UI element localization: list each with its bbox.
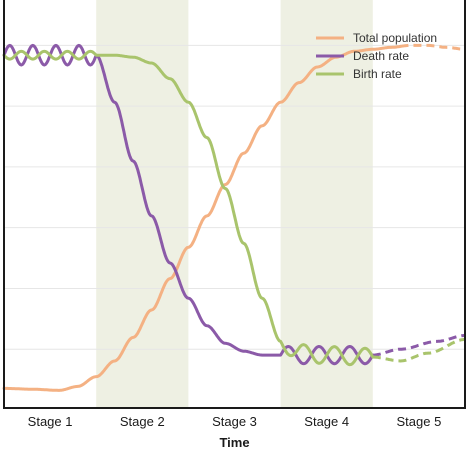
axes — [3, 0, 466, 409]
grid-lines — [4, 44, 465, 350]
legend: Total population Death rate Birth rate — [316, 31, 437, 81]
stage-band — [96, 0, 189, 408]
series-lines — [2, 43, 465, 392]
legend-label-population: Total population — [353, 31, 437, 45]
x-tick-label: Stage 4 — [304, 414, 349, 429]
x-tick-label: Stage 3 — [212, 414, 257, 429]
series-line-death-projected — [372, 334, 465, 357]
x-tick-label: Stage 2 — [120, 414, 165, 429]
x-tick-label: Stage 1 — [28, 414, 73, 429]
legend-label-death: Death rate — [353, 49, 409, 63]
x-tick-labels: Stage 1 Stage 2 Stage 3 Stage 4 Stage 5 — [28, 414, 442, 429]
legend-label-birth: Birth rate — [353, 67, 402, 81]
series-line-population-projected — [400, 43, 465, 51]
x-tick-label: Stage 5 — [396, 414, 441, 429]
series-line-birth-projected — [372, 337, 465, 363]
stage-bands — [96, 0, 373, 408]
stage-band — [280, 0, 373, 408]
x-axis-title: Time — [219, 435, 249, 450]
series-line-birth — [2, 49, 375, 367]
